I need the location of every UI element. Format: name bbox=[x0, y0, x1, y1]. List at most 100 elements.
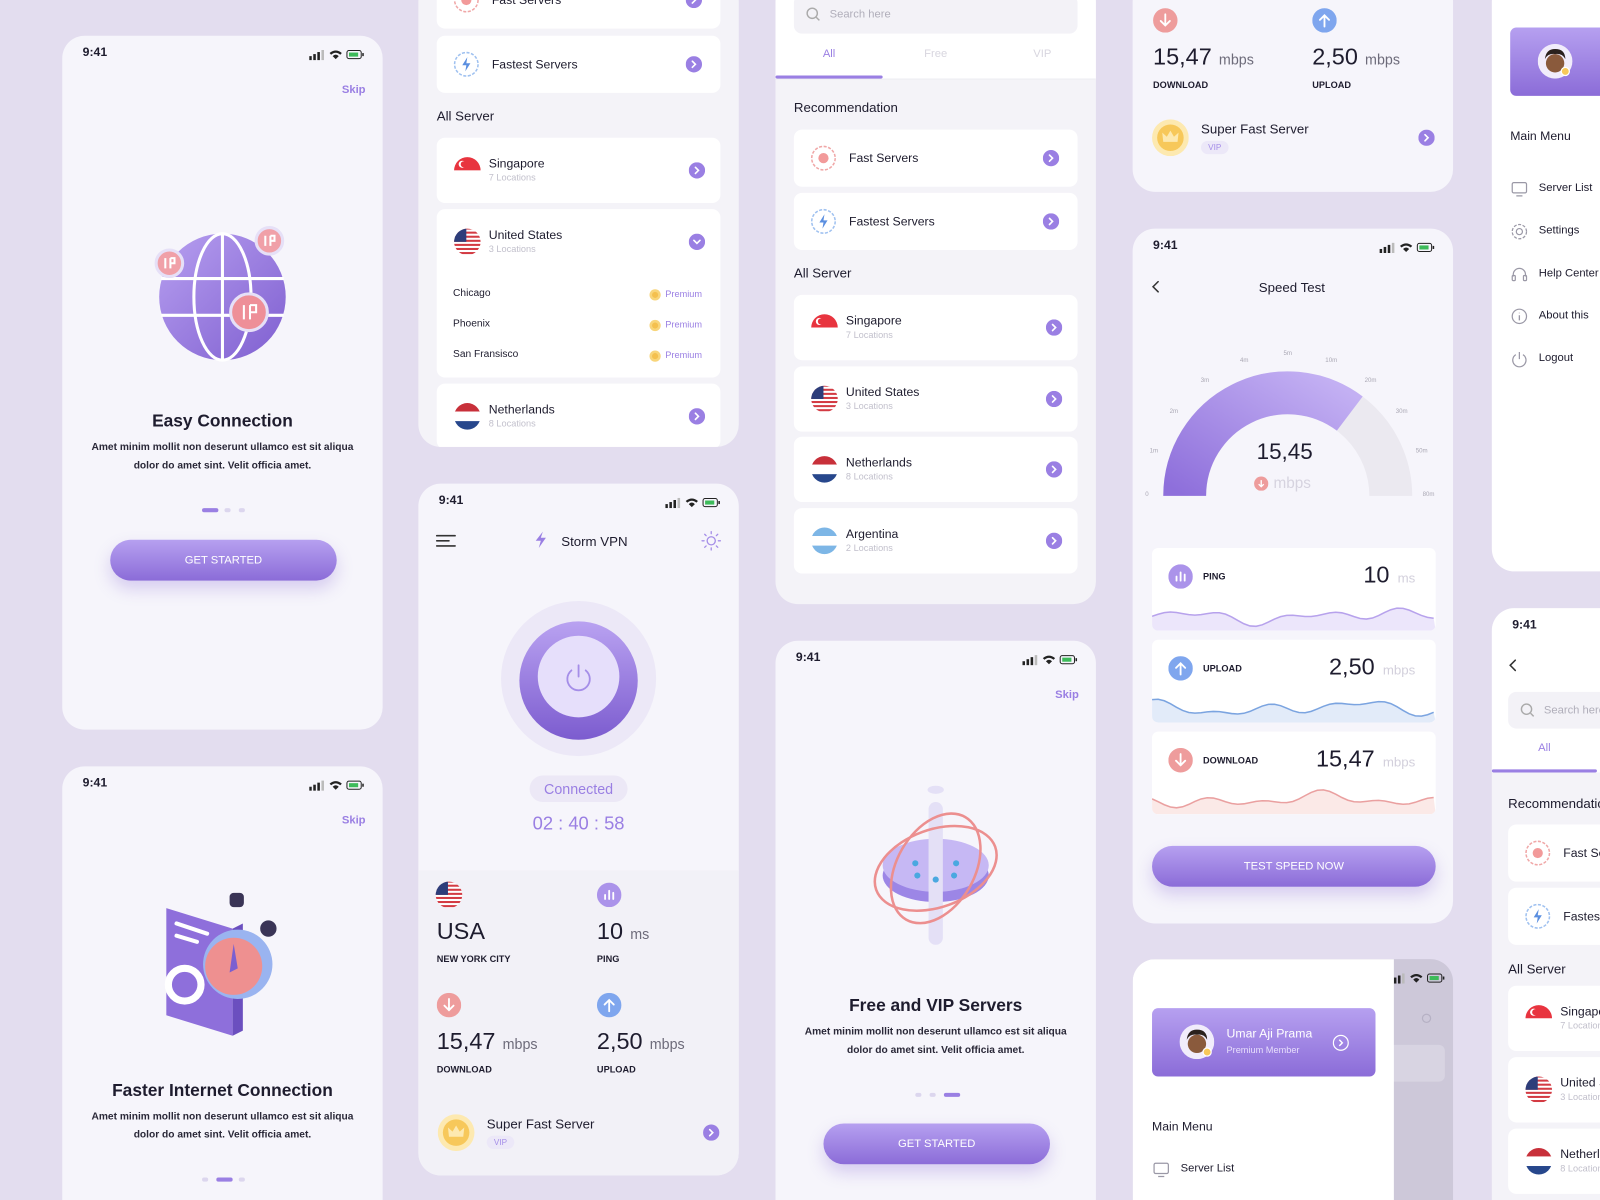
graphic-part bbox=[1432, 245, 1435, 249]
search-box[interactable]: Search here bbox=[793, 0, 1078, 34]
premium-tag: Premium bbox=[665, 288, 703, 299]
arrow-button[interactable] bbox=[688, 233, 706, 250]
stat-unit: ms bbox=[630, 925, 650, 942]
button-label: GET STARTED bbox=[184, 554, 263, 567]
app-title: Storm VPN bbox=[561, 533, 628, 549]
menu-item[interactable]: Help Center bbox=[1538, 266, 1599, 280]
arrow-button[interactable] bbox=[1042, 213, 1060, 230]
page-dot bbox=[238, 508, 245, 513]
graphic-part bbox=[691, 0, 697, 4]
skip-link[interactable]: Skip bbox=[341, 814, 366, 827]
stat-icon-graphic bbox=[1312, 8, 1337, 33]
menu-icon-graphic bbox=[1512, 352, 1527, 368]
arrow-button[interactable] bbox=[1418, 129, 1435, 146]
menu-item[interactable]: Settings bbox=[1538, 224, 1580, 237]
primary-button[interactable]: GET STARTED bbox=[110, 539, 337, 581]
primary-button[interactable]: GET STARTED bbox=[823, 1123, 1050, 1165]
back-button[interactable] bbox=[1506, 658, 1520, 672]
onboarding-description: Amet minim mollit non deserunt ullamco e… bbox=[91, 1111, 354, 1141]
recommendation-row[interactable]: Fastest Servers bbox=[793, 192, 1078, 250]
primary-button[interactable]: TEST SPEED NOW bbox=[1152, 845, 1436, 887]
stat-value: 2,50 mbps bbox=[597, 1028, 685, 1056]
back-button[interactable] bbox=[1149, 280, 1163, 294]
menu-item[interactable]: Server List bbox=[1538, 181, 1593, 194]
onboarding-screen: 9:41 Skip Easy Connection Amet minim mollit… bbox=[62, 35, 383, 730]
flag-icon bbox=[810, 313, 839, 342]
graphic-part bbox=[1045, 532, 1063, 550]
power-button[interactable] bbox=[497, 597, 660, 760]
arrow-button[interactable] bbox=[1045, 390, 1063, 407]
metric-value: 10 ms bbox=[1363, 561, 1415, 589]
server-row[interactable]: Argentina 2 Locations bbox=[793, 508, 1078, 574]
tab[interactable]: Free bbox=[924, 47, 948, 61]
graphic-part bbox=[1418, 129, 1435, 146]
recommendation-row[interactable]: Fast Servers bbox=[1508, 824, 1600, 882]
search-placeholder: Search here bbox=[829, 8, 891, 21]
server-row[interactable]: United States 3 Locations Chicago Premium Ph… bbox=[436, 209, 721, 378]
dimmed-block bbox=[1387, 1044, 1445, 1082]
tab[interactable]: All bbox=[1538, 741, 1551, 755]
graphic-part bbox=[435, 901, 463, 904]
recommendation-row[interactable]: Fastest Servers bbox=[436, 35, 721, 93]
speed-reading: 15,45 bbox=[1256, 438, 1313, 465]
graphic-part bbox=[652, 322, 659, 329]
menu-item[interactable]: Logout bbox=[1538, 352, 1574, 365]
city-name: Chicago bbox=[453, 287, 491, 299]
skip-link[interactable]: Skip bbox=[1055, 688, 1079, 702]
graphic-part bbox=[435, 881, 448, 895]
arrow-button[interactable] bbox=[1045, 461, 1063, 478]
graphic-part bbox=[435, 905, 463, 908]
server-locations: 7 Locations bbox=[488, 172, 536, 183]
gauge-label: 2m bbox=[1170, 408, 1178, 415]
menu-icon[interactable] bbox=[435, 534, 456, 548]
gauge-label: 4m bbox=[1240, 357, 1248, 364]
tab[interactable]: VIP bbox=[1033, 47, 1052, 61]
arrow-button[interactable] bbox=[685, 56, 703, 73]
graphic-part bbox=[460, 161, 467, 168]
graphic-part bbox=[317, 782, 320, 791]
arrow-button[interactable] bbox=[688, 408, 706, 425]
arrow-button[interactable] bbox=[703, 1124, 720, 1141]
premium-coin-graphic bbox=[649, 319, 661, 332]
graphic-part bbox=[535, 531, 546, 548]
recommendation-row[interactable]: Fast Servers bbox=[436, 0, 721, 29]
flag-icon bbox=[810, 384, 839, 413]
arrow-button[interactable] bbox=[685, 0, 703, 9]
menu-item[interactable]: Server List bbox=[1180, 1162, 1235, 1175]
graphic-part bbox=[229, 892, 244, 908]
onboarding-description: Amet minim mollit non deserunt ullamco e… bbox=[804, 1026, 1067, 1057]
recommendation-row[interactable]: Fast Servers bbox=[793, 129, 1078, 187]
arrow-button[interactable] bbox=[688, 162, 706, 179]
skip-link[interactable]: Skip bbox=[341, 83, 366, 96]
stat-value: 10 ms bbox=[597, 917, 649, 945]
app-logo-graphic bbox=[535, 531, 546, 548]
flag-icon bbox=[1524, 1147, 1553, 1176]
menu-item[interactable]: About this bbox=[1538, 309, 1589, 322]
graphic-part bbox=[362, 783, 364, 787]
tab[interactable]: All bbox=[822, 47, 836, 61]
connection-status: Connected bbox=[544, 780, 614, 797]
graphic-part bbox=[454, 403, 481, 430]
graphic-part bbox=[229, 943, 238, 973]
search-box[interactable]: Search here bbox=[1508, 691, 1600, 729]
theme-icon[interactable] bbox=[701, 530, 722, 551]
user-avatar-graphic bbox=[1179, 1024, 1215, 1060]
graphic-part bbox=[1532, 1009, 1539, 1016]
arrow-button[interactable] bbox=[1045, 319, 1063, 336]
graphic-part bbox=[1525, 1076, 1553, 1078]
recommendation-row[interactable]: Fastest Servers bbox=[1508, 887, 1600, 945]
arrow-button[interactable] bbox=[1045, 532, 1063, 550]
flag-icon-graphic bbox=[1525, 1005, 1553, 1032]
arrow-button[interactable] bbox=[1042, 149, 1060, 167]
metric-icon bbox=[1168, 564, 1193, 589]
